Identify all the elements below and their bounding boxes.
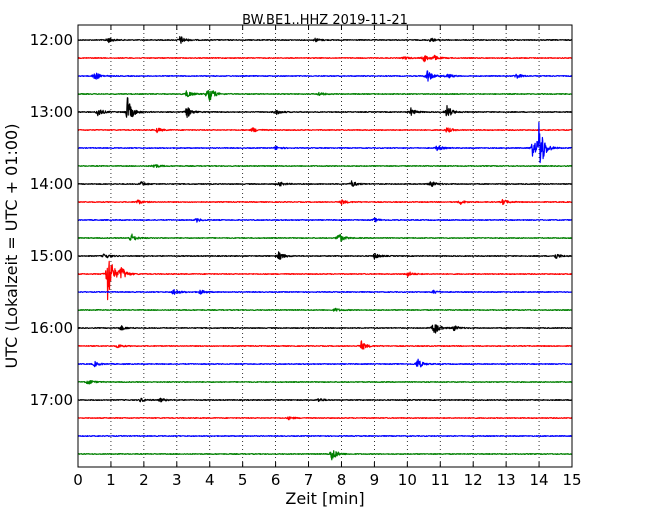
trace-line-20 [77,397,573,403]
trace-line-15 [77,307,573,312]
x-axis-label: Zeit [min] [285,489,364,508]
y-axis-ticks: 12:00 13:00 14:00 15:00 16:00 17:00 [30,31,572,409]
y-tick-label: 15:00 [30,247,73,265]
y-tick-label: 16:00 [30,319,73,337]
trace-line-1 [77,54,573,63]
trace-line-3 [77,89,573,101]
trace-line-16 [77,324,573,334]
x-tick-label: 12 [464,471,483,489]
y-tick-label: 13:00 [30,103,73,121]
trace-line-17 [77,340,573,350]
x-tick-label: 0 [73,471,83,489]
trace-group [77,35,573,461]
trace-line-4 [77,97,573,119]
y-tick-label: 17:00 [30,391,73,409]
y-axis-label: UTC (Lokalzeit = UTC + 01:00) [2,124,21,369]
plot-frame [77,24,573,468]
x-tick-label: 6 [271,471,281,489]
y-tick-label: 14:00 [30,175,73,193]
trace-line-13 [77,260,573,301]
x-tick-label: 9 [370,471,380,489]
trace-line-11 [77,233,573,242]
trace-line-2 [77,70,573,82]
trace-line-9 [77,198,573,206]
trace-line-23 [77,450,573,461]
x-tick-label: 15 [562,471,581,489]
x-tick-label: 7 [304,471,314,489]
x-tick-label: 10 [398,471,417,489]
trace-line-6 [77,121,573,164]
x-tick-label: 11 [431,471,450,489]
grid-lines [110,25,540,467]
trace-line-22 [77,435,573,437]
trace-line-8 [77,180,573,187]
trace-line-7 [77,164,573,168]
trace-line-12 [77,251,573,260]
x-axis-ticks: 0 1 2 3 4 5 6 7 8 9 10 11 12 13 14 15 [73,25,582,489]
chart-title: BW.BE1..HHZ 2019-11-21 [242,13,408,28]
x-tick-label: 1 [106,471,116,489]
trace-line-14 [77,289,573,295]
x-tick-label: 4 [205,471,215,489]
x-tick-label: 5 [238,471,248,489]
trace-line-5 [77,127,573,134]
x-tick-label: 8 [337,471,347,489]
x-tick-label: 13 [497,471,516,489]
trace-line-21 [77,416,573,421]
x-tick-label: 2 [139,471,149,489]
y-tick-label: 12:00 [30,31,73,49]
trace-line-10 [77,217,573,223]
trace-line-0 [77,35,573,44]
x-tick-label: 3 [172,471,182,489]
trace-line-19 [77,380,573,385]
trace-line-18 [77,358,573,368]
x-tick-label: 14 [530,471,549,489]
